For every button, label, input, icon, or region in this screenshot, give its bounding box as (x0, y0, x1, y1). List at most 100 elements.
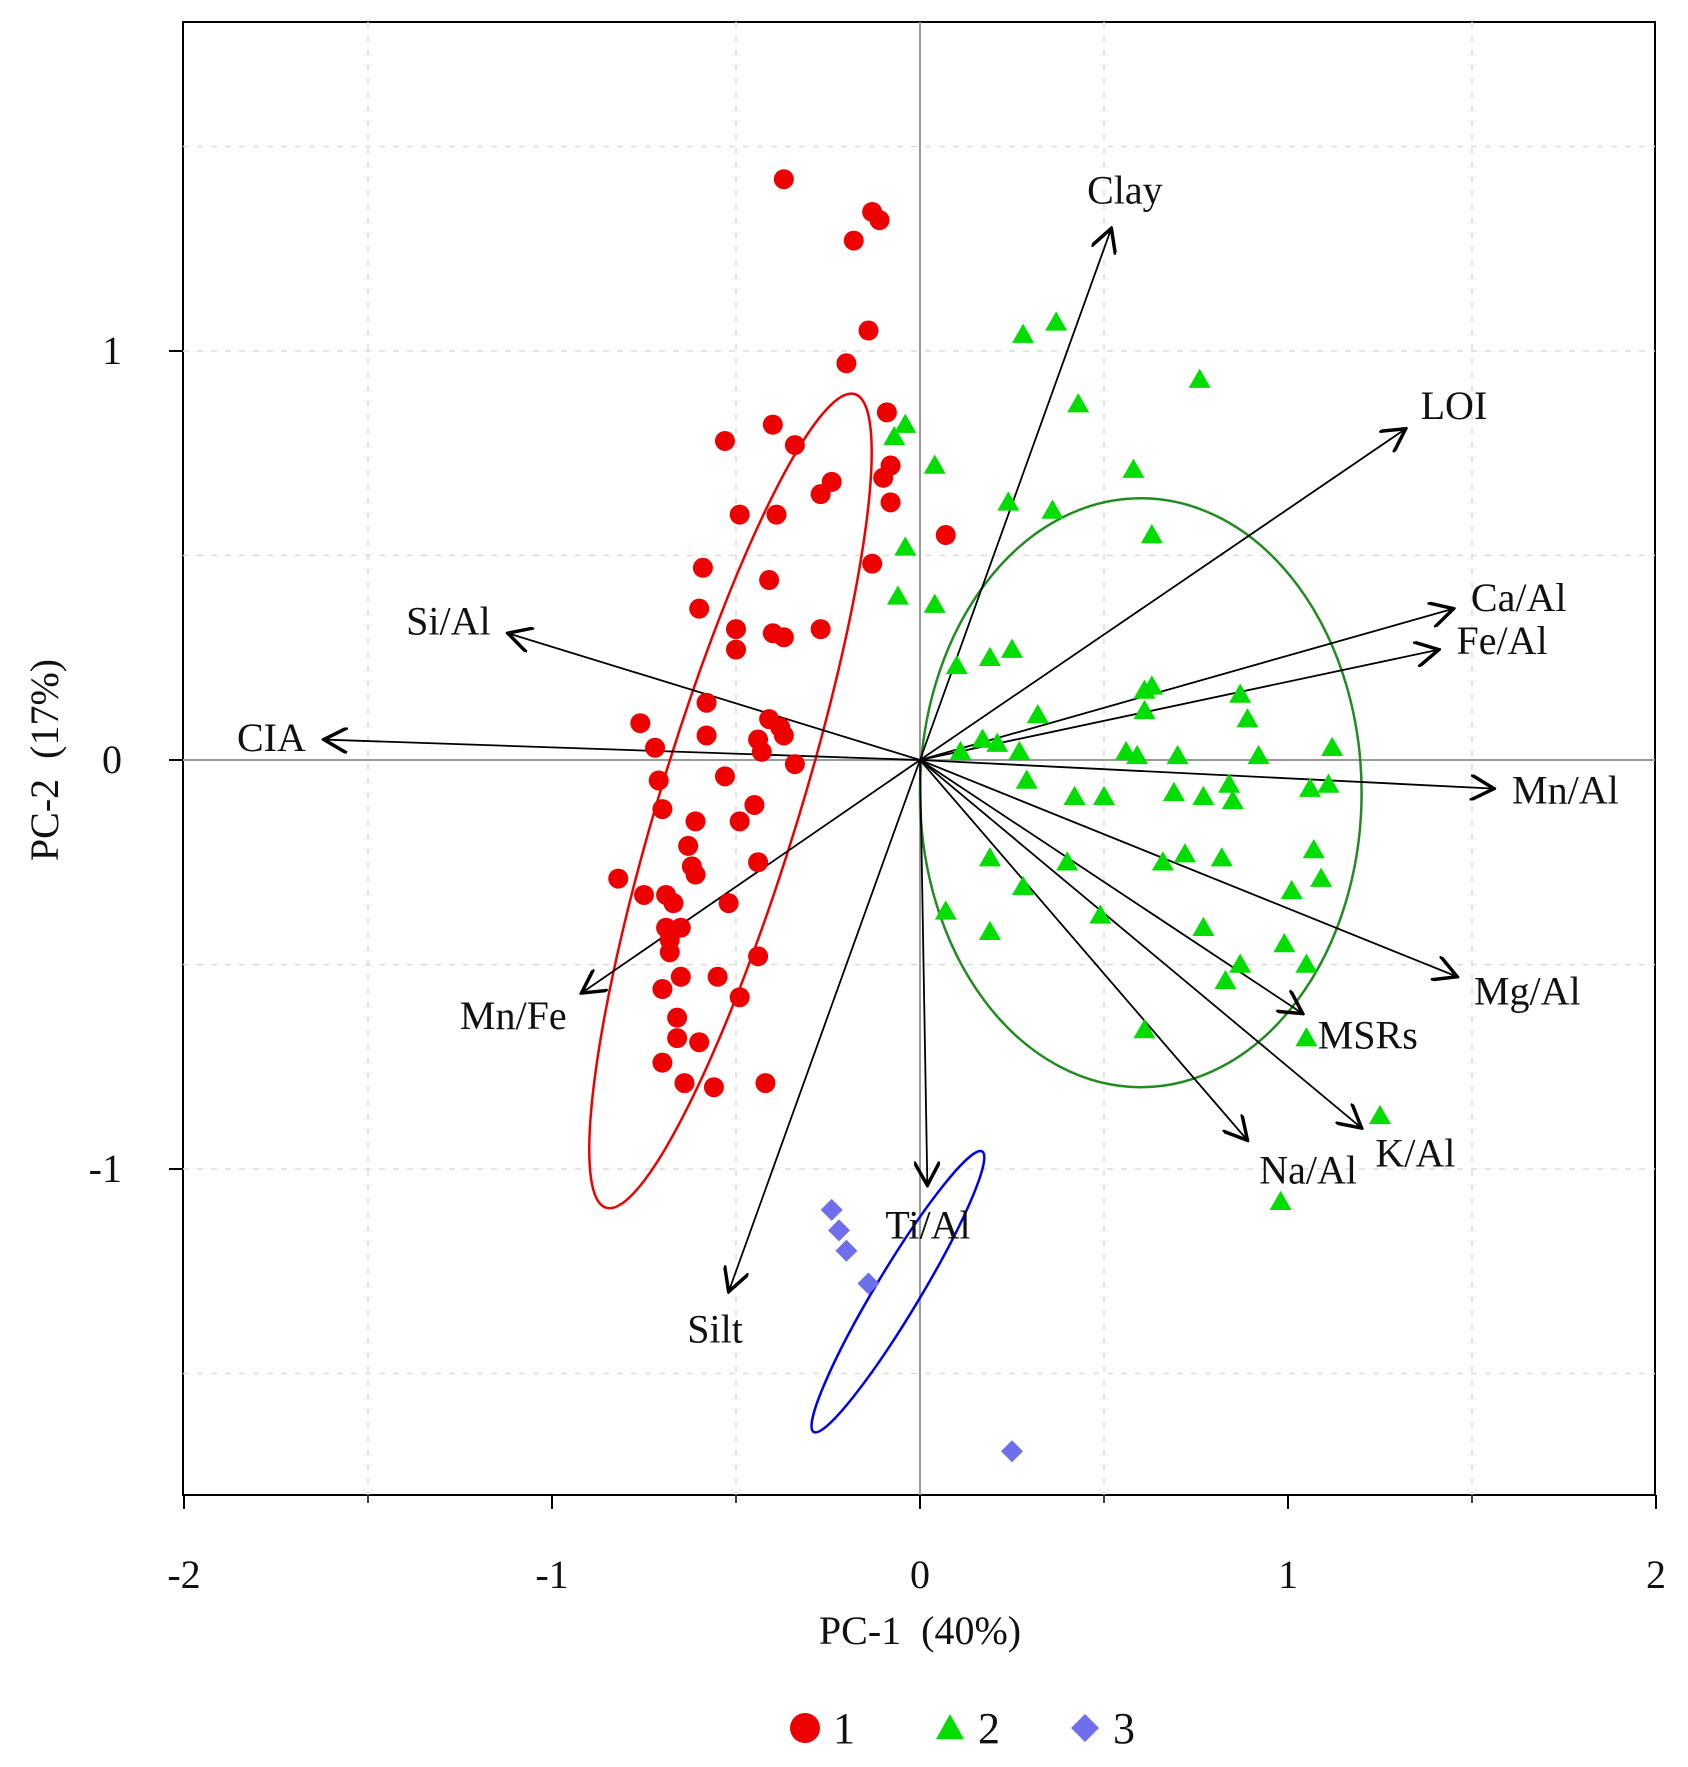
point-series-1 (744, 794, 765, 815)
point-series-3 (828, 1219, 851, 1242)
point-series-2 (1280, 879, 1303, 900)
point-series-1 (773, 169, 794, 190)
legend-label-3: 3 (1113, 1704, 1135, 1753)
point-series-2 (1192, 785, 1215, 806)
point-series-2 (1045, 311, 1068, 331)
point-series-2 (1218, 773, 1241, 793)
point-series-2 (1210, 847, 1233, 867)
arrow-ca-al (919, 609, 1454, 761)
point-series-2 (978, 646, 1001, 666)
point-series-2 (1295, 953, 1318, 973)
point-series-1 (645, 737, 666, 758)
point-series-1 (876, 402, 897, 423)
arrow-loi (919, 429, 1406, 761)
point-series-1 (762, 414, 783, 435)
point-series-1 (773, 725, 794, 746)
point-series-1 (659, 942, 680, 963)
point-series-1 (689, 598, 710, 619)
point-series-1 (784, 754, 805, 775)
legend-label-1: 1 (833, 1704, 855, 1753)
point-series-2 (1008, 740, 1031, 761)
point-series-1 (810, 619, 831, 640)
point-series-2 (1192, 916, 1215, 936)
point-series-2 (1122, 458, 1145, 478)
legend-marker-2 (936, 1714, 964, 1740)
point-series-1 (729, 811, 750, 832)
point-series-2 (1188, 368, 1211, 388)
point-series-2 (923, 454, 946, 474)
point-series-1 (935, 525, 956, 546)
point-series-1 (729, 987, 750, 1008)
point-series-2 (1236, 708, 1259, 728)
point-series-1 (652, 1052, 673, 1073)
point-series-2 (945, 654, 968, 675)
arrow-mn-al (919, 759, 1494, 789)
y-tick-label: -1 (89, 1146, 122, 1191)
ellipse-group-3 (810, 1149, 986, 1434)
point-series-1 (714, 430, 735, 451)
point-series-1 (726, 639, 746, 660)
x-axis-label: PC-1 (40%) (819, 1608, 1021, 1653)
point-series-1 (692, 557, 713, 578)
legend-marker-1 (790, 1713, 820, 1743)
arrow-label-cia: CIA (237, 715, 306, 760)
point-series-2 (1133, 699, 1156, 720)
point-series-2 (1369, 1104, 1391, 1125)
point-series-1 (869, 210, 890, 231)
point-series-3 (820, 1198, 843, 1221)
point-series-1 (703, 1077, 724, 1098)
point-series-2 (1151, 851, 1174, 871)
point-series-1 (755, 1073, 776, 1094)
point-series-2 (1166, 744, 1189, 765)
point-series-1 (784, 435, 805, 456)
point-series-1 (685, 864, 706, 885)
point-series-1 (667, 1028, 688, 1049)
legend-label-2: 2 (978, 1704, 1000, 1753)
point-series-1 (729, 504, 750, 525)
point-series-2 (1126, 744, 1149, 765)
point-series-2 (1229, 683, 1252, 703)
point-series-1 (652, 979, 673, 1000)
point-series-2 (894, 413, 917, 433)
point-series-1 (873, 467, 894, 488)
point-series-1 (858, 320, 879, 341)
point-series-1 (836, 353, 857, 374)
legend-item-3: 3 (1071, 1704, 1135, 1753)
point-series-1 (678, 835, 699, 856)
point-series-2 (923, 593, 946, 613)
point-series-2 (1133, 1018, 1156, 1039)
x-tick-label: -1 (535, 1552, 568, 1597)
point-series-2 (1162, 781, 1185, 801)
point-series-1 (707, 966, 728, 987)
x-tick-label: 1 (1278, 1552, 1298, 1597)
legend-item-2: 2 (936, 1704, 1000, 1753)
point-series-2 (1089, 904, 1112, 924)
point-series-1 (670, 966, 691, 987)
legend-item-1: 1 (790, 1704, 855, 1753)
point-series-1 (630, 713, 651, 734)
point-series-2 (1302, 838, 1325, 859)
point-series-1 (663, 893, 684, 914)
point-series-2 (1269, 1190, 1292, 1210)
point-series-1 (689, 1032, 710, 1053)
arrow-na-al (919, 759, 1248, 1140)
point-series-2 (1310, 867, 1333, 887)
point-series-2 (1140, 524, 1163, 544)
point-series-2 (978, 920, 1001, 941)
point-series-1 (667, 1007, 688, 1028)
arrow-label-clay: Clay (1087, 168, 1163, 213)
point-series-2 (1012, 875, 1035, 896)
point-series-1 (773, 627, 794, 648)
arrow-silt (729, 759, 921, 1292)
point-series-2 (1295, 1027, 1318, 1047)
y-tick-labels: -1 0 1 (89, 328, 122, 1191)
legend-marker-3 (1071, 1714, 1099, 1742)
point-series-3 (857, 1272, 880, 1295)
point-series-2 (1041, 499, 1064, 519)
point-series-1 (634, 884, 654, 905)
point-series-3 (1001, 1440, 1023, 1463)
point-series-1 (696, 692, 717, 713)
arrow-label-mn-al: Mn/Al (1512, 768, 1619, 813)
